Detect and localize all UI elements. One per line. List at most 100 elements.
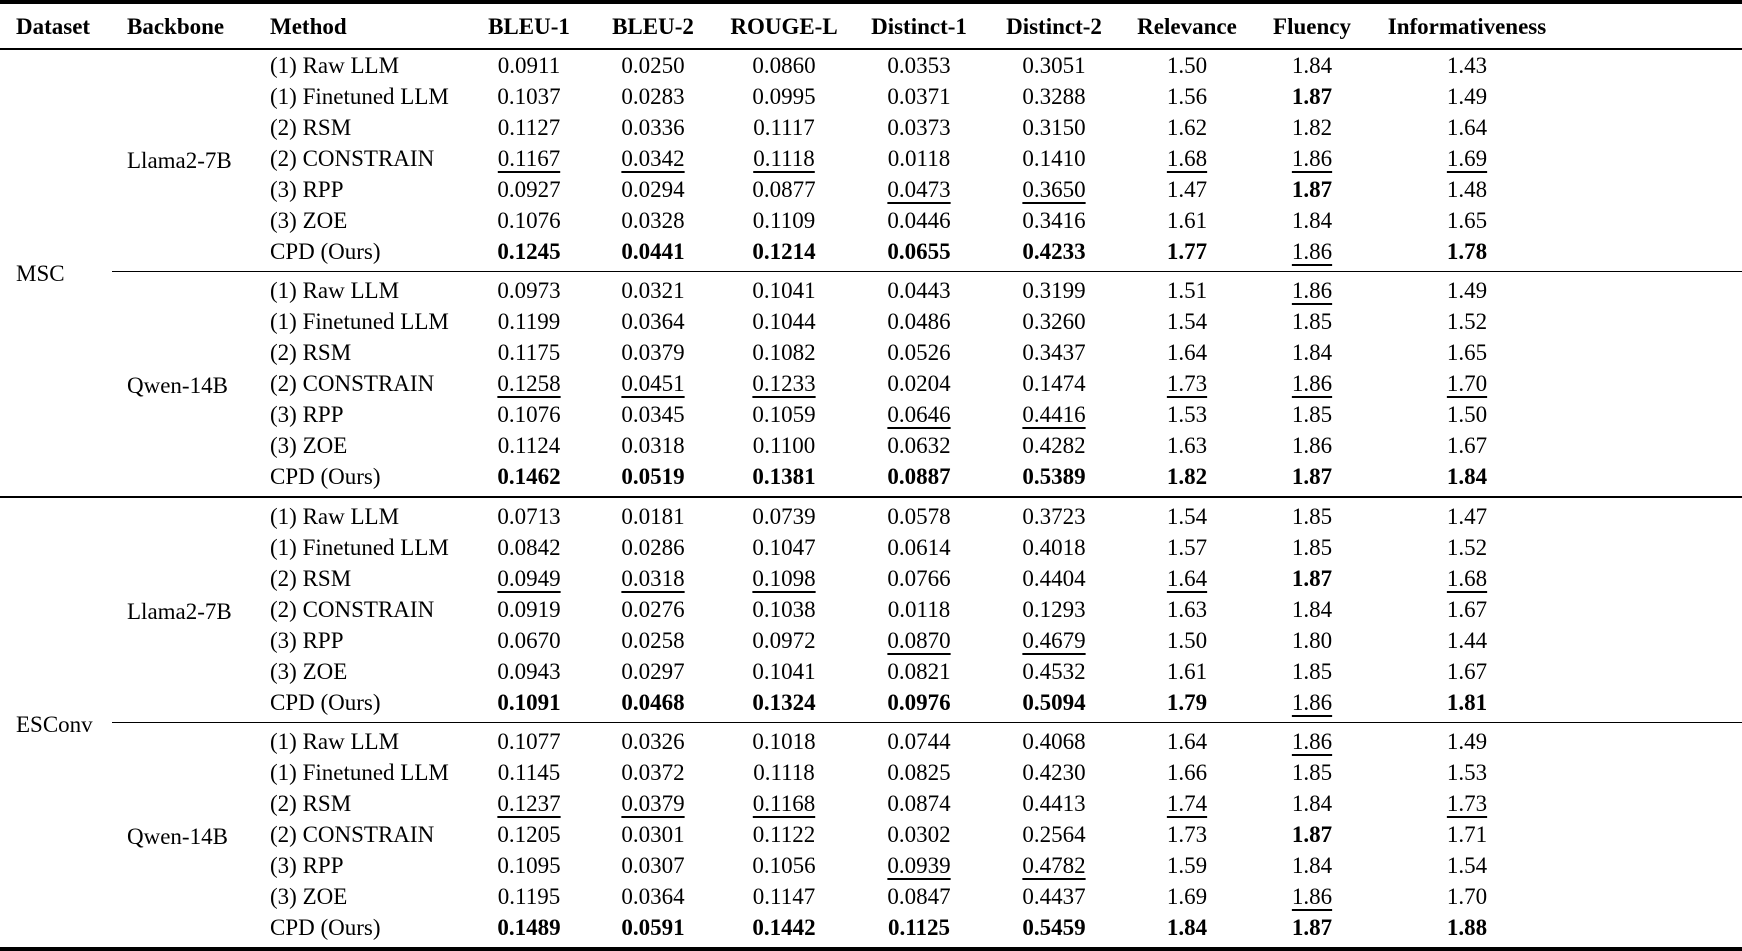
method-cell: (1) Finetuned LLM xyxy=(270,535,449,560)
value-cell: 0.0204 xyxy=(887,371,951,396)
value-cell: 1.61 xyxy=(1166,208,1208,233)
value-cell: 1.69 xyxy=(1166,884,1208,909)
value-cell: 0.0847 xyxy=(887,884,951,909)
value-cell: 0.0364 xyxy=(621,309,685,334)
value-cell: 0.0451 xyxy=(621,371,685,396)
value-cell: 0.0318 xyxy=(621,566,685,591)
value-cell: 1.47 xyxy=(1166,177,1208,202)
value-cell: 0.5094 xyxy=(1022,690,1086,715)
value-cell: 0.5389 xyxy=(1022,464,1086,489)
table-row: (2) RSM 0.1237 0.0379 0.1168 0.0874 0.4413 1.7… xyxy=(0,788,1742,819)
table-row: (2) CONSTRAIN 0.1205 0.0301 0.1122 0.0302 0.2… xyxy=(0,819,1742,850)
value-cell: 0.1199 xyxy=(497,309,561,334)
value-cell: 0.0328 xyxy=(621,208,685,233)
value-cell: 0.1125 xyxy=(888,915,950,940)
value-cell: 0.3416 xyxy=(1022,208,1086,233)
table-row: (2) CONSTRAIN 0.0919 0.0276 0.1038 0.0118 0.1… xyxy=(0,594,1742,625)
value-cell: 0.0821 xyxy=(887,659,951,684)
value-cell: 1.84 xyxy=(1291,208,1333,233)
value-cell: 0.1442 xyxy=(752,915,816,940)
table-row: ESConv Llama2-7B (1) Raw LLM 0.0713 0.0181 0.… xyxy=(0,496,1742,949)
method-cell: (3) ZOE xyxy=(270,433,348,458)
column-header-informativeness: Informativeness xyxy=(1372,2,1742,50)
value-cell: 1.74 xyxy=(1166,791,1208,816)
method-cell: (1) Finetuned LLM xyxy=(270,309,449,334)
value-cell: 1.65 xyxy=(1446,340,1488,365)
value-cell: 1.57 xyxy=(1166,535,1208,560)
value-cell: 0.0870 xyxy=(887,628,951,653)
value-cell: 0.1145 xyxy=(497,760,561,785)
value-cell: 0.4404 xyxy=(1022,566,1086,591)
table-row: (2) RSM 0.1127 0.0336 0.1117 0.0373 0.3150 1.6… xyxy=(0,112,1742,143)
table-row: (3) ZOE 0.0943 0.0297 0.1041 0.0821 0.4532 1.6… xyxy=(0,656,1742,687)
value-cell: 1.64 xyxy=(1122,722,1252,757)
value-cell: 0.1474 xyxy=(1022,371,1086,396)
table-row: CPD (Ours) 0.1489 0.0591 0.1442 0.1125 0.5459… xyxy=(0,912,1742,949)
value-cell: 1.87 xyxy=(1291,822,1333,847)
value-cell: 0.1076 xyxy=(497,402,561,427)
value-cell: 0.0379 xyxy=(621,340,685,365)
value-cell: 0.0336 xyxy=(621,115,685,140)
value-cell: 1.84 xyxy=(1291,853,1333,878)
value-cell: 1.85 xyxy=(1291,535,1333,560)
column-header-dataset: Dataset xyxy=(0,2,112,50)
column-header-rougel: ROUGE-L xyxy=(716,2,852,50)
value-cell: 0.0283 xyxy=(621,84,685,109)
value-cell: 0.0766 xyxy=(887,566,951,591)
value-cell: 1.49 xyxy=(1372,722,1742,757)
value-cell: 0.4018 xyxy=(1022,535,1086,560)
value-cell: 1.73 xyxy=(1166,822,1208,847)
value-cell: 0.0118 xyxy=(887,146,951,171)
value-cell: 0.0995 xyxy=(752,84,816,109)
value-cell: 0.0372 xyxy=(621,760,685,785)
value-cell: 1.85 xyxy=(1252,496,1372,532)
value-cell: 0.0939 xyxy=(887,853,951,878)
value-cell: 0.0446 xyxy=(887,208,951,233)
value-cell: 0.1410 xyxy=(1022,146,1086,171)
value-cell: 0.0860 xyxy=(752,53,816,78)
value-cell: 1.87 xyxy=(1291,915,1333,940)
value-cell: 1.86 xyxy=(1291,239,1333,264)
column-header-bleu2: BLEU-2 xyxy=(590,2,716,50)
value-cell: 1.50 xyxy=(1166,628,1208,653)
method-cell: (3) RPP xyxy=(270,628,344,653)
column-header-relevance: Relevance xyxy=(1122,2,1252,50)
table-row: (3) ZOE 0.1076 0.0328 0.1109 0.0446 0.3416 1.6… xyxy=(0,205,1742,236)
value-cell: 0.0927 xyxy=(497,177,561,202)
value-cell: 1.84 xyxy=(1291,340,1333,365)
value-cell: 0.3723 xyxy=(986,496,1122,532)
column-header-backbone: Backbone xyxy=(112,2,258,50)
value-cell: 1.53 xyxy=(1166,402,1208,427)
value-cell: 0.3199 xyxy=(986,271,1122,306)
value-cell: 0.0632 xyxy=(887,433,951,458)
method-cell: (2) CONSTRAIN xyxy=(270,822,435,847)
value-cell: 0.0364 xyxy=(621,884,685,909)
table-row: (1) Finetuned LLM 0.1037 0.0283 0.0995 0.037… xyxy=(0,81,1742,112)
value-cell: 0.0911 xyxy=(497,53,561,78)
value-cell: 0.0181 xyxy=(590,496,716,532)
value-cell: 1.50 xyxy=(1166,53,1208,78)
value-cell: 1.54 xyxy=(1166,309,1208,334)
method-cell: (2) RSM xyxy=(270,115,352,140)
backbone-cell: Qwen-14B xyxy=(112,271,258,497)
value-cell: 1.50 xyxy=(1446,402,1488,427)
value-cell: 1.69 xyxy=(1446,146,1488,171)
method-cell: (1) Raw LLM xyxy=(270,53,400,78)
value-cell: 0.1118 xyxy=(753,760,815,785)
value-cell: 1.59 xyxy=(1166,853,1208,878)
method-cell: (3) ZOE xyxy=(270,884,348,909)
value-cell: 0.1082 xyxy=(752,340,816,365)
value-cell: 0.4230 xyxy=(1022,760,1086,785)
value-cell: 0.0443 xyxy=(852,271,986,306)
value-cell: 0.1059 xyxy=(752,402,816,427)
table-row: (3) RPP 0.0670 0.0258 0.0972 0.0870 0.4679 1.5… xyxy=(0,625,1742,656)
value-cell: 1.82 xyxy=(1166,464,1208,489)
value-cell: 1.81 xyxy=(1446,690,1488,715)
table-row: (2) RSM 0.0949 0.0318 0.1098 0.0766 0.4404 1.6… xyxy=(0,563,1742,594)
table-row: Qwen-14B (1) Raw LLM 0.0973 0.0321 0.1041 0.0… xyxy=(0,271,1742,497)
value-cell: 0.0321 xyxy=(590,271,716,306)
value-cell: 1.85 xyxy=(1291,659,1333,684)
value-cell: 1.86 xyxy=(1252,271,1372,306)
value-cell: 0.1041 xyxy=(752,659,816,684)
column-header-distinct2: Distinct-2 xyxy=(986,2,1122,50)
